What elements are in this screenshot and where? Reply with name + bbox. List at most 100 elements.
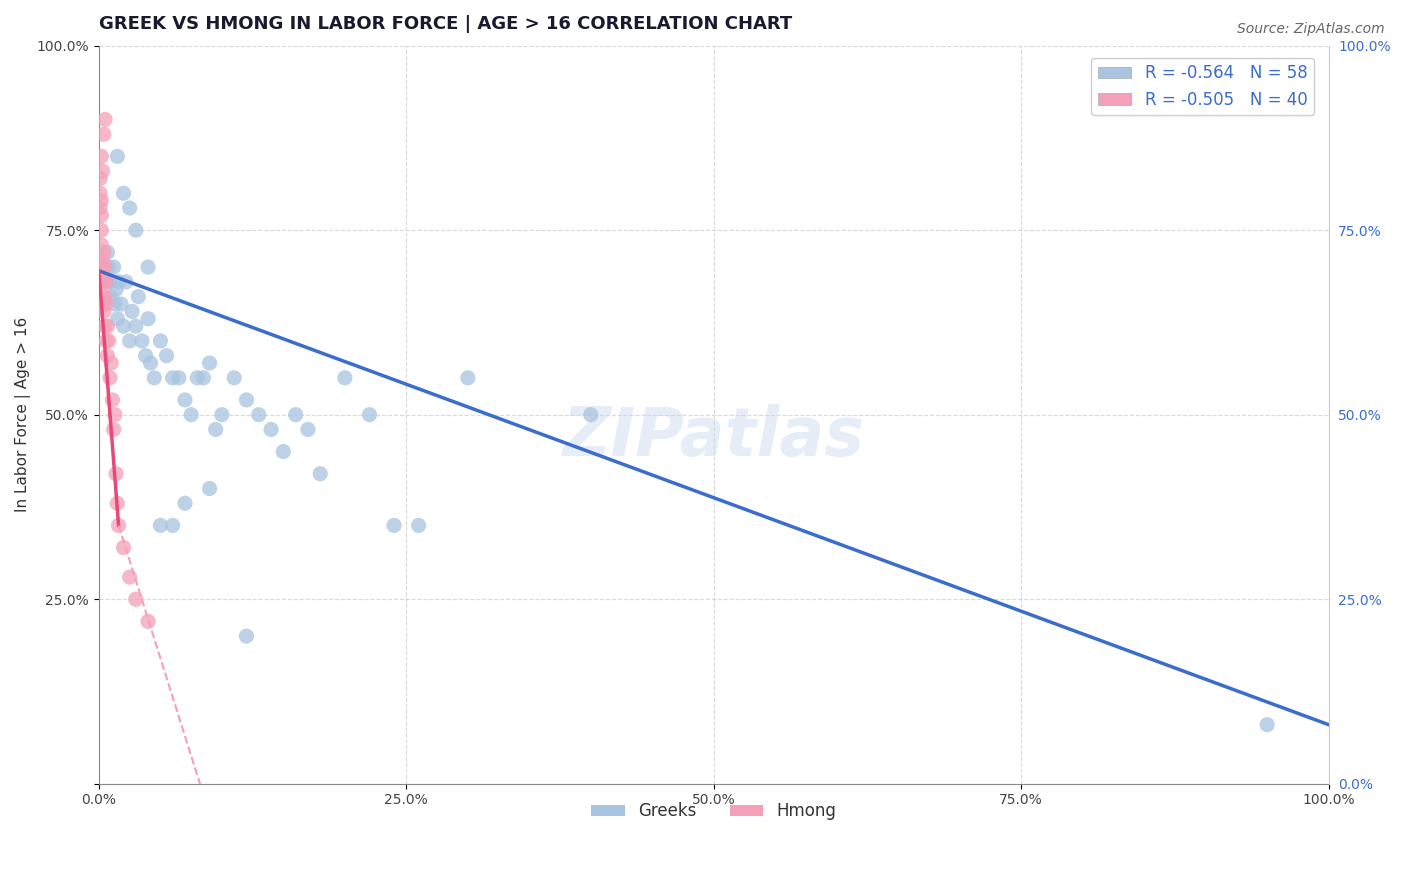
Point [90,194,112,208]
Point [198,482,221,496]
Point [139,356,162,370]
Point [107,275,129,289]
Point [1256,717,1278,731]
Point [135,349,157,363]
Point [96,334,118,348]
Point [93,245,115,260]
Point [136,615,159,629]
Y-axis label: In Labor Force | Age > 16: In Labor Force | Age > 16 [15,317,31,512]
Point [94,319,117,334]
Point [260,422,283,436]
Point [112,541,135,555]
Point [579,408,602,422]
Point [162,371,184,385]
Point [89,171,111,186]
Point [112,186,135,201]
Point [162,518,184,533]
Point [235,392,257,407]
Point [96,319,118,334]
Point [89,186,111,201]
Point [125,223,148,237]
Point [125,592,148,607]
Point [186,371,208,385]
Point [90,223,112,237]
Point [167,371,190,385]
Text: ZIPatlas: ZIPatlas [562,404,865,470]
Point [100,356,122,370]
Point [127,290,149,304]
Point [103,260,125,274]
Point [125,319,148,334]
Point [100,290,122,304]
Point [96,275,118,289]
Point [98,371,121,385]
Point [174,392,197,407]
Point [131,334,153,348]
Point [96,349,118,363]
Point [105,496,128,510]
Point [211,408,233,422]
Point [91,260,114,274]
Point [91,297,114,311]
Point [93,304,115,318]
Point [96,297,118,311]
Legend: Greeks, Hmong: Greeks, Hmong [585,796,844,827]
Point [90,149,112,163]
Point [118,201,141,215]
Point [204,422,226,436]
Point [457,371,479,385]
Point [93,127,115,141]
Point [224,371,246,385]
Point [115,275,138,289]
Point [91,164,114,178]
Point [91,275,114,289]
Point [408,518,430,533]
Point [118,334,141,348]
Point [359,408,381,422]
Point [273,444,295,458]
Point [103,422,125,436]
Point [143,371,166,385]
Point [96,245,118,260]
Point [118,570,141,584]
Point [101,392,124,407]
Point [193,371,215,385]
Point [136,311,159,326]
Point [309,467,332,481]
Point [155,349,177,363]
Point [93,275,115,289]
Point [105,149,128,163]
Text: GREEK VS HMONG IN LABOR FORCE | AGE > 16 CORRELATION CHART: GREEK VS HMONG IN LABOR FORCE | AGE > 16… [98,15,792,33]
Point [104,297,127,311]
Point [97,260,120,274]
Point [149,334,172,348]
Point [90,238,112,252]
Point [94,112,117,127]
Point [136,260,159,274]
Point [247,408,270,422]
Point [94,290,117,304]
Point [110,297,132,311]
Point [198,356,221,370]
Point [297,422,319,436]
Point [97,334,120,348]
Point [105,311,128,326]
Point [105,467,128,481]
Point [94,260,117,274]
Point [104,408,127,422]
Point [91,252,114,267]
Point [89,201,111,215]
Point [174,496,197,510]
Point [94,275,117,289]
Point [121,304,143,318]
Point [105,282,128,296]
Point [180,408,202,422]
Point [284,408,307,422]
Text: Source: ZipAtlas.com: Source: ZipAtlas.com [1237,22,1385,37]
Point [333,371,356,385]
Point [91,290,114,304]
Point [382,518,405,533]
Point [107,518,129,533]
Point [112,319,135,334]
Point [90,209,112,223]
